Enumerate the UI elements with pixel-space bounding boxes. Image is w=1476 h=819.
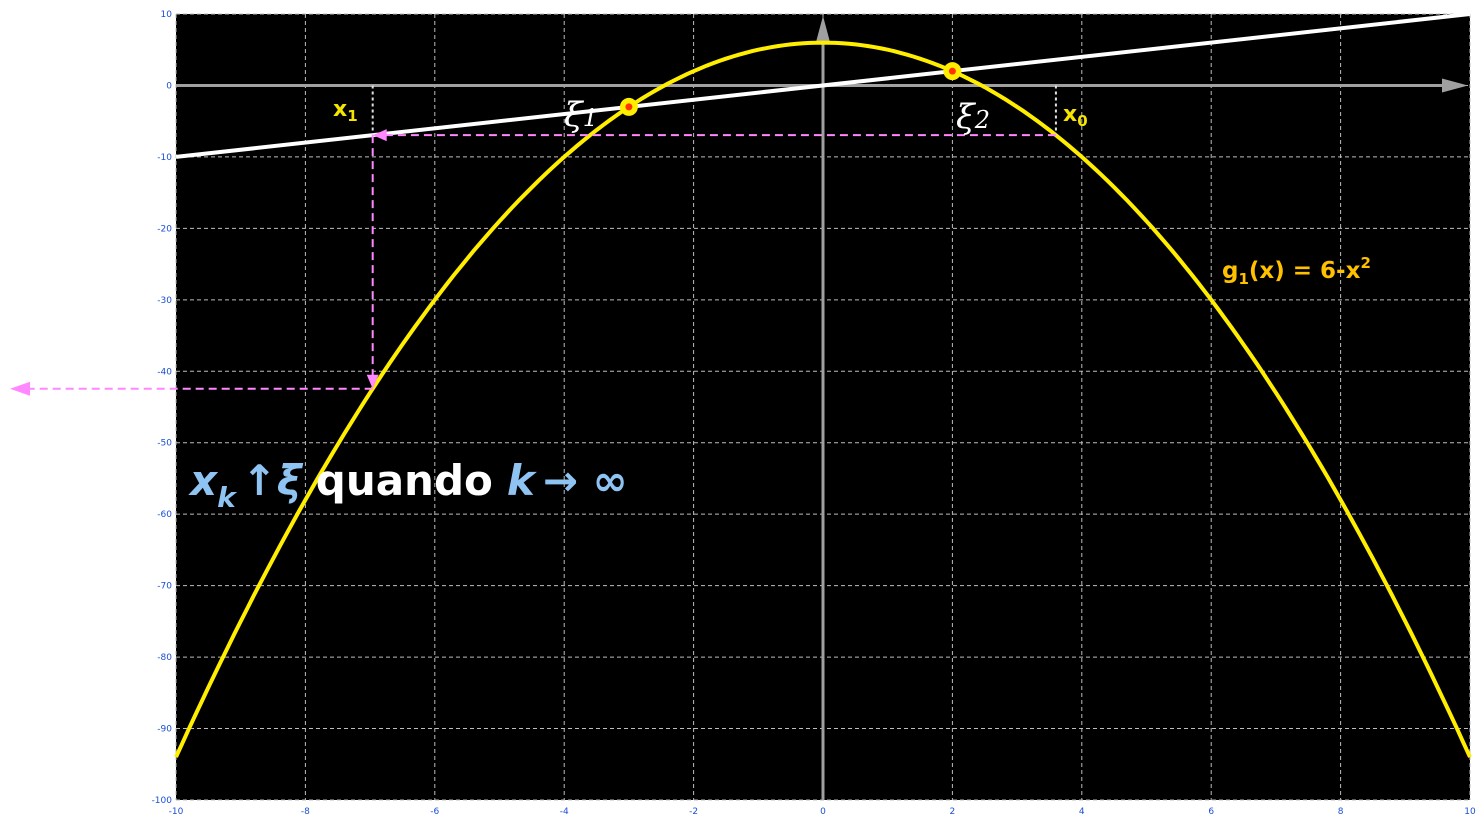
y-tick-label: -10 — [157, 153, 172, 163]
fixed-point-core-2 — [948, 67, 956, 75]
y-tick-label: -50 — [157, 439, 172, 449]
fixed-points — [619, 62, 962, 116]
y-tick-label: -20 — [157, 224, 172, 234]
x-axis-arrow — [1442, 78, 1468, 93]
identity-line — [175, 12, 1471, 159]
x-tick-label: -8 — [301, 807, 310, 817]
xi1-label: ξ1 — [564, 95, 598, 135]
x-tick-label: 6 — [1208, 807, 1214, 817]
y-tick-labels: 10 0 -10 -20 -30 -40 -50 -60 -70 -80 -90 -100 — [152, 10, 173, 806]
g1-legend-label: g1(x) = 6-x2 — [1222, 254, 1371, 288]
x-tick-label: 4 — [1079, 807, 1085, 817]
x-tick-label: -2 — [689, 807, 698, 817]
y-tick-label: -40 — [157, 367, 172, 377]
series-group — [174, 12, 1472, 758]
x-tick-label: -4 — [560, 807, 569, 817]
y-tick-label: -80 — [157, 653, 172, 663]
y-tick-label: -90 — [157, 725, 172, 735]
iteration-arrow-left — [372, 129, 387, 142]
iteration-arrow-down — [366, 374, 379, 389]
y-tick-label: -70 — [157, 582, 172, 592]
x-tick-labels: -10 -8 -6 -4 -2 0 2 4 6 8 10 — [169, 807, 1476, 817]
x-tick-label: 8 — [1338, 807, 1344, 817]
y-tick-label: -100 — [152, 796, 173, 806]
g1-curve — [174, 40, 1472, 758]
convergence-statement: xk ↑ξ quando k → ∞ — [188, 456, 628, 514]
xi2-label: ξ2 — [956, 97, 990, 137]
x1-label: x1 — [333, 97, 358, 125]
y-tick-label: -30 — [157, 296, 172, 306]
y-tick-label: 10 — [161, 10, 173, 20]
y-tick-label: 0 — [166, 81, 172, 91]
x-tick-label: 0 — [820, 807, 826, 817]
x0-label: x0 — [1063, 102, 1088, 130]
fixed-point-core-1 — [625, 103, 633, 111]
x-tick-label: 2 — [950, 807, 956, 817]
y-axis-arrow — [816, 16, 830, 42]
x-tick-label: 10 — [1464, 807, 1476, 817]
iteration-arrow-out — [10, 381, 30, 396]
x-tick-label: -6 — [430, 807, 439, 817]
y-tick-label: -60 — [157, 510, 172, 520]
iteration-path — [10, 85, 1057, 396]
x-tick-label: -10 — [169, 807, 184, 817]
